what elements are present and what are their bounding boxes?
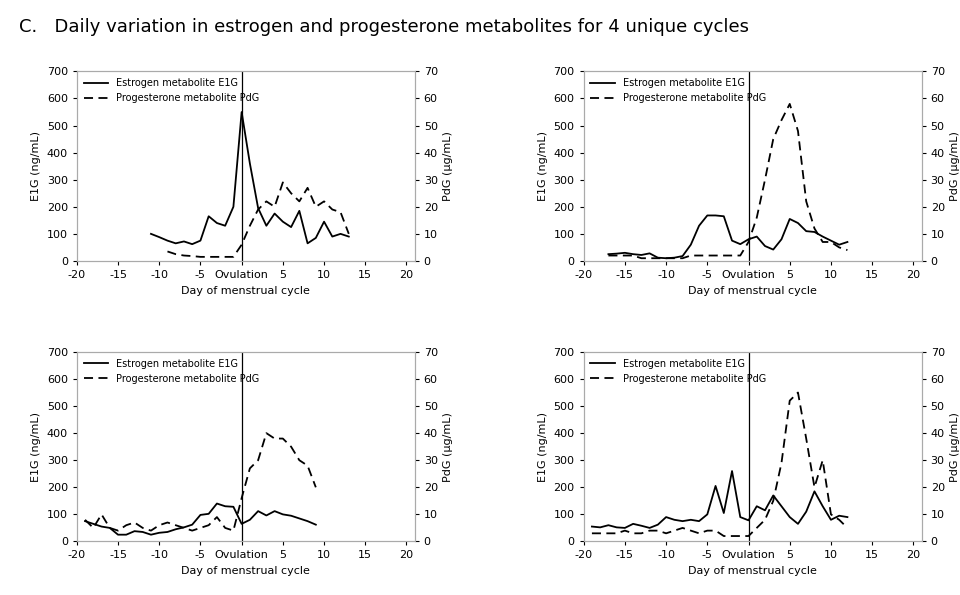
Legend: Estrogen metabolite E1G, Progesterone metabolite PdG: Estrogen metabolite E1G, Progesterone me… [82,76,261,105]
Y-axis label: E1G (ng/mL): E1G (ng/mL) [31,412,41,482]
X-axis label: Day of menstrual cycle: Day of menstrual cycle [181,566,310,576]
Y-axis label: E1G (ng/mL): E1G (ng/mL) [31,131,41,201]
Legend: Estrogen metabolite E1G, Progesterone metabolite PdG: Estrogen metabolite E1G, Progesterone me… [82,357,261,386]
Y-axis label: PdG (μg/mL): PdG (μg/mL) [950,131,960,201]
X-axis label: Day of menstrual cycle: Day of menstrual cycle [688,286,817,296]
Y-axis label: E1G (ng/mL): E1G (ng/mL) [538,412,548,482]
Y-axis label: PdG (μg/mL): PdG (μg/mL) [444,131,453,201]
Y-axis label: PdG (μg/mL): PdG (μg/mL) [444,412,453,481]
Y-axis label: E1G (ng/mL): E1G (ng/mL) [538,131,548,201]
Y-axis label: PdG (μg/mL): PdG (μg/mL) [950,412,960,481]
Legend: Estrogen metabolite E1G, Progesterone metabolite PdG: Estrogen metabolite E1G, Progesterone me… [588,357,768,386]
Text: C.   Daily variation in estrogen and progesterone metabolites for 4 unique cycle: C. Daily variation in estrogen and proge… [19,18,749,36]
X-axis label: Day of menstrual cycle: Day of menstrual cycle [688,566,817,576]
X-axis label: Day of menstrual cycle: Day of menstrual cycle [181,286,310,296]
Legend: Estrogen metabolite E1G, Progesterone metabolite PdG: Estrogen metabolite E1G, Progesterone me… [588,76,768,105]
